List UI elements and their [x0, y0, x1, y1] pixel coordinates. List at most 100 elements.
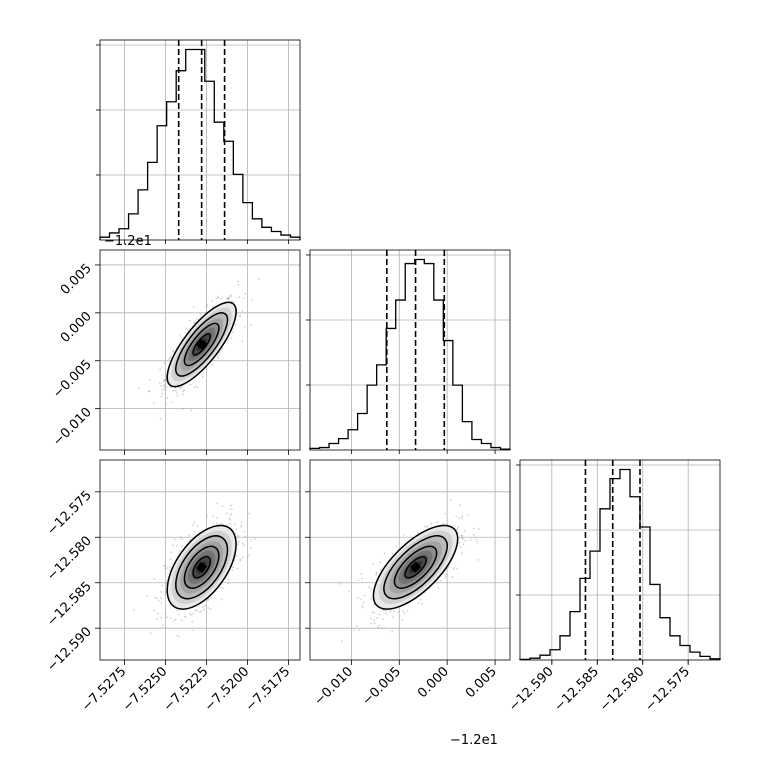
scatter-point: [153, 609, 155, 612]
y-tick-label: −0.005: [50, 357, 95, 402]
scatter-point: [160, 597, 162, 599]
scatter-point: [237, 280, 240, 283]
scatter-point: [226, 297, 229, 300]
scatter-point: [444, 512, 446, 515]
scatter-point: [458, 542, 460, 544]
scatter-point: [377, 626, 379, 629]
scatter-point: [360, 573, 363, 576]
scatter-point: [249, 546, 252, 549]
scatter-point: [157, 599, 160, 602]
contour-1: [175, 312, 229, 377]
scatter-point: [378, 624, 381, 627]
scatter-point: [254, 537, 257, 540]
contour-3: [404, 556, 427, 579]
density-peak: [196, 338, 208, 351]
scatter-point: [146, 595, 149, 598]
scatter-point: [163, 361, 166, 364]
scatter-point: [164, 403, 167, 406]
scatter-point: [244, 292, 247, 295]
x-tick-label: −12.575: [643, 664, 693, 714]
scatter-point: [187, 329, 190, 332]
scatter-point: [232, 331, 234, 334]
scatter-point: [159, 368, 162, 371]
scatter-point: [171, 544, 174, 547]
scatter-point: [472, 527, 475, 530]
scatter-point: [183, 389, 186, 392]
scatter-point: [381, 627, 384, 630]
scatter-point: [227, 296, 230, 299]
scatter-point: [241, 310, 244, 312]
scatter-point: [152, 401, 155, 404]
scatter-point: [201, 375, 204, 378]
scatter-point: [243, 535, 246, 538]
ticks-layer: [95, 44, 689, 665]
scatter-point: [237, 540, 240, 543]
scatter-point: [240, 521, 243, 523]
y-tick-label: 0.005: [58, 261, 95, 298]
scatter-point: [403, 533, 406, 536]
scatter-point: [417, 601, 420, 604]
scatter-point: [137, 387, 140, 390]
scatter-point: [370, 587, 372, 590]
scatter-point: [179, 536, 182, 539]
scatter-point: [175, 392, 178, 395]
scatter-point: [234, 523, 236, 526]
scatter-point: [221, 522, 224, 525]
scatter-point: [348, 590, 350, 593]
scatter-point: [156, 597, 158, 600]
scatter-point: [176, 609, 179, 612]
scatter-point: [389, 610, 392, 613]
y-tick-label: 0.000: [58, 309, 95, 346]
scatter-point: [182, 390, 185, 393]
scatter-point: [178, 387, 181, 389]
scatter-point: [160, 602, 163, 605]
scatter-point: [421, 602, 424, 605]
scatter-point: [227, 298, 230, 300]
scatter-point: [198, 611, 201, 613]
scatter-point: [363, 594, 366, 597]
scatter-point: [373, 622, 376, 625]
scatter-point: [164, 565, 167, 568]
scatter-point: [200, 610, 203, 613]
scatter-point: [212, 515, 215, 518]
x-tick-label: −7.5175: [243, 664, 293, 714]
scatter-point: [155, 618, 158, 620]
scatter-point: [477, 528, 480, 530]
scatter-point: [162, 623, 164, 626]
scatter-point: [392, 616, 395, 618]
scatter-point: [194, 609, 197, 612]
scatter-point: [397, 611, 400, 614]
scatter-point: [236, 535, 239, 538]
scatter-point: [257, 278, 260, 280]
scatter-point: [247, 554, 250, 557]
scatter-point: [215, 522, 218, 525]
scatter-point: [215, 297, 218, 300]
scatter-point: [230, 508, 233, 511]
scatter-point: [243, 325, 246, 328]
scatter-point: [132, 608, 135, 611]
scatter-point: [235, 528, 238, 531]
scatter-point: [210, 597, 213, 600]
scatter-point: [402, 609, 404, 612]
scatter-point: [227, 339, 230, 342]
scatter-point: [178, 613, 180, 616]
frames-layer: [99, 39, 721, 661]
scatter-point: [416, 532, 419, 534]
scatter-point: [160, 616, 163, 619]
y-tick-label: −12.580: [44, 533, 94, 583]
x-tick-label: −0.010: [312, 664, 357, 709]
scatter-point: [462, 543, 465, 546]
scatter-point: [159, 417, 162, 420]
scatter-point: [166, 386, 169, 389]
scatter-point: [188, 539, 191, 542]
scatter-point: [375, 572, 378, 574]
scatter-point: [230, 337, 233, 340]
scatter-point: [237, 534, 240, 537]
scatter-point: [406, 610, 409, 613]
scatter-point: [461, 515, 464, 518]
scatter-point: [191, 620, 194, 623]
scatter-point: [196, 609, 199, 612]
scatter-point: [401, 619, 403, 621]
scatter-point: [228, 518, 231, 521]
scatter-point: [230, 295, 233, 298]
